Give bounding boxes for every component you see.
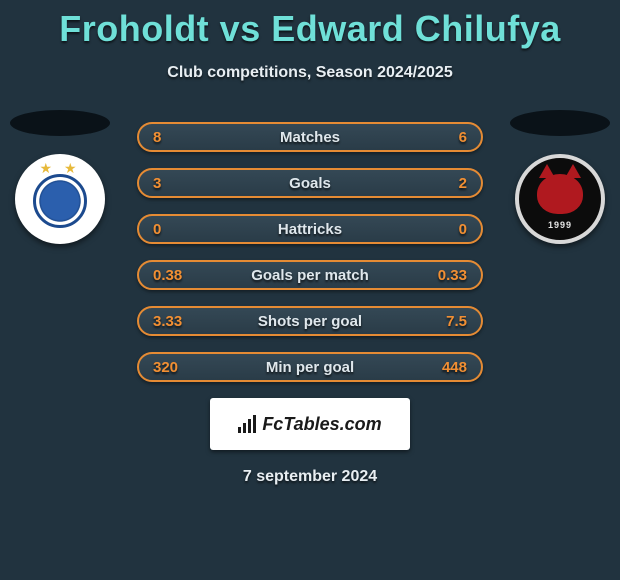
club-left: ★ ★ (10, 110, 110, 244)
shadow-ellipse (10, 110, 110, 136)
stat-label: Hattricks (139, 221, 481, 238)
club-logo-left: ★ ★ (15, 154, 105, 244)
club-logo-right: 1999 (515, 154, 605, 244)
subtitle: Club competitions, Season 2024/2025 (0, 64, 620, 82)
stat-right-value: 448 (442, 359, 467, 376)
comparison-panel: ★ ★ 1999 8 Matches 6 3 Goals 2 0 Hattric… (0, 100, 620, 486)
stat-right-value: 7.5 (446, 313, 467, 330)
stat-right-value: 0.33 (438, 267, 467, 284)
page-title: Froholdt vs Edward Chilufya (0, 0, 620, 50)
stat-right-value: 0 (459, 221, 467, 238)
stat-left-value: 0 (153, 221, 161, 238)
stat-row: 0 Hattricks 0 (137, 214, 483, 244)
stat-left-value: 0.38 (153, 267, 182, 284)
stat-right-value: 6 (459, 129, 467, 146)
stat-left-value: 3.33 (153, 313, 182, 330)
stats-list: 8 Matches 6 3 Goals 2 0 Hattricks 0 0.38… (137, 100, 483, 382)
bars-icon (238, 415, 256, 433)
stat-label: Matches (139, 129, 481, 146)
stat-row: 3 Goals 2 (137, 168, 483, 198)
stat-left-value: 8 (153, 129, 161, 146)
date-text: 7 september 2024 (0, 468, 620, 486)
stat-label: Shots per goal (139, 313, 481, 330)
stat-label: Goals (139, 175, 481, 192)
stat-row: 0.38 Goals per match 0.33 (137, 260, 483, 290)
lion-crest-icon (33, 174, 87, 228)
stat-row: 8 Matches 6 (137, 122, 483, 152)
stat-right-value: 2 (459, 175, 467, 192)
stat-left-value: 3 (153, 175, 161, 192)
brand-badge: FcTables.com (210, 398, 410, 450)
wolf-crest-icon (537, 174, 583, 214)
shadow-ellipse (510, 110, 610, 136)
club-year: 1999 (519, 220, 601, 230)
stat-label: Min per goal (139, 359, 481, 376)
club-right: 1999 (510, 110, 610, 244)
stat-row: 320 Min per goal 448 (137, 352, 483, 382)
stat-label: Goals per match (139, 267, 481, 284)
stat-left-value: 320 (153, 359, 178, 376)
brand-text: FcTables.com (262, 414, 381, 435)
stat-row: 3.33 Shots per goal 7.5 (137, 306, 483, 336)
